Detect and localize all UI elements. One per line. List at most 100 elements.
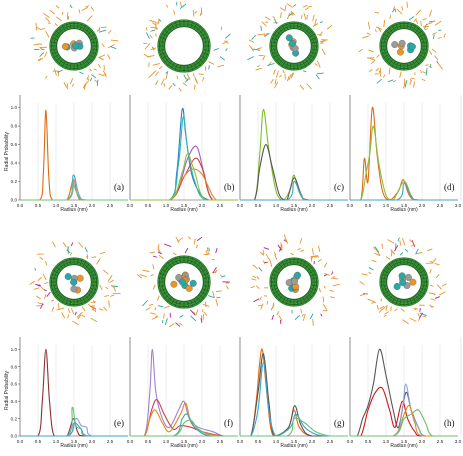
side-chain xyxy=(56,16,62,21)
nanotube-bond xyxy=(304,27,310,34)
side-chain xyxy=(39,256,44,260)
side-chain xyxy=(392,80,397,83)
side-chain xyxy=(202,304,210,307)
x-tick-label: 1.0 xyxy=(383,439,390,444)
nanotube-bond xyxy=(53,269,60,274)
side-chain xyxy=(403,82,406,89)
side-chain xyxy=(274,81,279,89)
nanotube-bond xyxy=(278,58,284,65)
side-chain xyxy=(272,16,276,19)
side-chain xyxy=(213,48,220,51)
side-chain xyxy=(399,252,404,256)
nanotube-bond xyxy=(273,269,280,274)
side-chain xyxy=(401,5,404,11)
side-chain xyxy=(287,12,291,20)
side-chain xyxy=(110,285,115,289)
x-tick-label: 0.5 xyxy=(365,203,372,208)
side-chain xyxy=(387,239,395,244)
series-line-4 xyxy=(240,417,348,437)
nanotube-bond xyxy=(270,48,278,51)
side-chain xyxy=(394,308,398,312)
x-tick-label: 1.0 xyxy=(163,203,170,208)
nanotube-bond xyxy=(161,32,168,37)
side-chain xyxy=(155,71,159,76)
series-line-6 xyxy=(130,153,238,201)
nanotube-bond xyxy=(69,22,72,30)
side-chain xyxy=(420,70,422,74)
side-chain xyxy=(89,77,93,82)
x-axis-label: Radius (nm) xyxy=(170,207,198,213)
side-chain xyxy=(69,252,73,256)
side-chain xyxy=(142,269,150,272)
encapsulated-atom xyxy=(170,280,178,288)
side-chain xyxy=(376,54,380,58)
side-chain xyxy=(81,7,89,11)
side-chain xyxy=(260,25,262,32)
side-chain xyxy=(44,75,48,79)
nanotube-bond xyxy=(395,23,399,31)
x-tick-label: 0.0 xyxy=(17,203,24,208)
panel-d: 0.0 0.5 1.0 1.5 2.0 2.5 3.0 Radius (nm) (d) xyxy=(347,1,462,213)
nanotube-bond xyxy=(201,288,209,292)
x-tick-label: 2.5 xyxy=(327,203,334,208)
side-chain xyxy=(330,296,335,299)
side-chain xyxy=(157,305,164,308)
y-axis-label-row1: Radial Probability xyxy=(4,132,10,171)
side-chain xyxy=(89,68,92,72)
nanotube-bond xyxy=(161,268,168,273)
side-chain xyxy=(149,19,157,23)
nanotube-bond xyxy=(58,27,64,34)
side-chain xyxy=(221,275,226,278)
nanotube-bond xyxy=(53,33,60,38)
side-chain xyxy=(103,73,107,77)
x-tick-label: 2.5 xyxy=(107,439,114,444)
nanotube-bond xyxy=(201,272,209,276)
side-chain xyxy=(419,312,427,316)
side-chain xyxy=(219,274,223,277)
side-chain xyxy=(420,20,422,27)
nanotube-bond xyxy=(51,273,59,277)
y-tick-label: 0.6 xyxy=(11,382,18,387)
side-chain xyxy=(49,10,55,15)
panel-f: 0.0 0.5 1.0 1.5 2.0 2.5 Radius (nm) (f) xyxy=(127,236,238,449)
side-chain xyxy=(149,251,156,254)
nanotube-bond xyxy=(270,277,278,280)
side-chain xyxy=(323,274,327,277)
x-tick-label: 2.5 xyxy=(217,203,224,208)
nanotube-bond xyxy=(190,63,194,71)
side-chain xyxy=(103,269,109,275)
side-chain xyxy=(168,85,173,90)
side-chain xyxy=(69,4,73,9)
side-chain xyxy=(81,314,86,318)
side-chain xyxy=(150,312,156,315)
x-tick-label: 2.0 xyxy=(89,439,96,444)
side-chain xyxy=(303,12,307,20)
nanotube-bond xyxy=(388,263,394,270)
y-axis-label-row2: Radial Probability xyxy=(4,371,10,410)
nanotube-bond xyxy=(90,41,98,44)
side-chain xyxy=(389,14,392,19)
side-chain xyxy=(432,34,435,40)
side-chain xyxy=(370,60,375,64)
side-chain xyxy=(61,312,65,319)
nanotube-bond xyxy=(308,269,315,274)
encapsulated-atom xyxy=(396,48,404,56)
side-chain xyxy=(136,274,143,279)
side-chain xyxy=(71,83,75,87)
side-chain xyxy=(169,323,175,328)
side-chain xyxy=(383,74,386,78)
side-chain xyxy=(251,278,257,281)
x-tick-label: 0.0 xyxy=(347,439,354,444)
y-tick-label: 0.2 xyxy=(11,416,18,421)
nanotube-bond xyxy=(89,273,97,277)
side-chain xyxy=(422,18,427,21)
side-chain xyxy=(437,284,442,290)
nanotube-bond xyxy=(79,259,83,267)
encapsulated-atom xyxy=(285,34,293,42)
side-chain xyxy=(371,259,377,263)
nanotube-bond xyxy=(409,259,413,267)
nanotube-bond xyxy=(170,298,175,305)
nanotube-bond xyxy=(196,60,201,67)
side-chain xyxy=(52,241,56,248)
side-chain xyxy=(186,73,191,80)
